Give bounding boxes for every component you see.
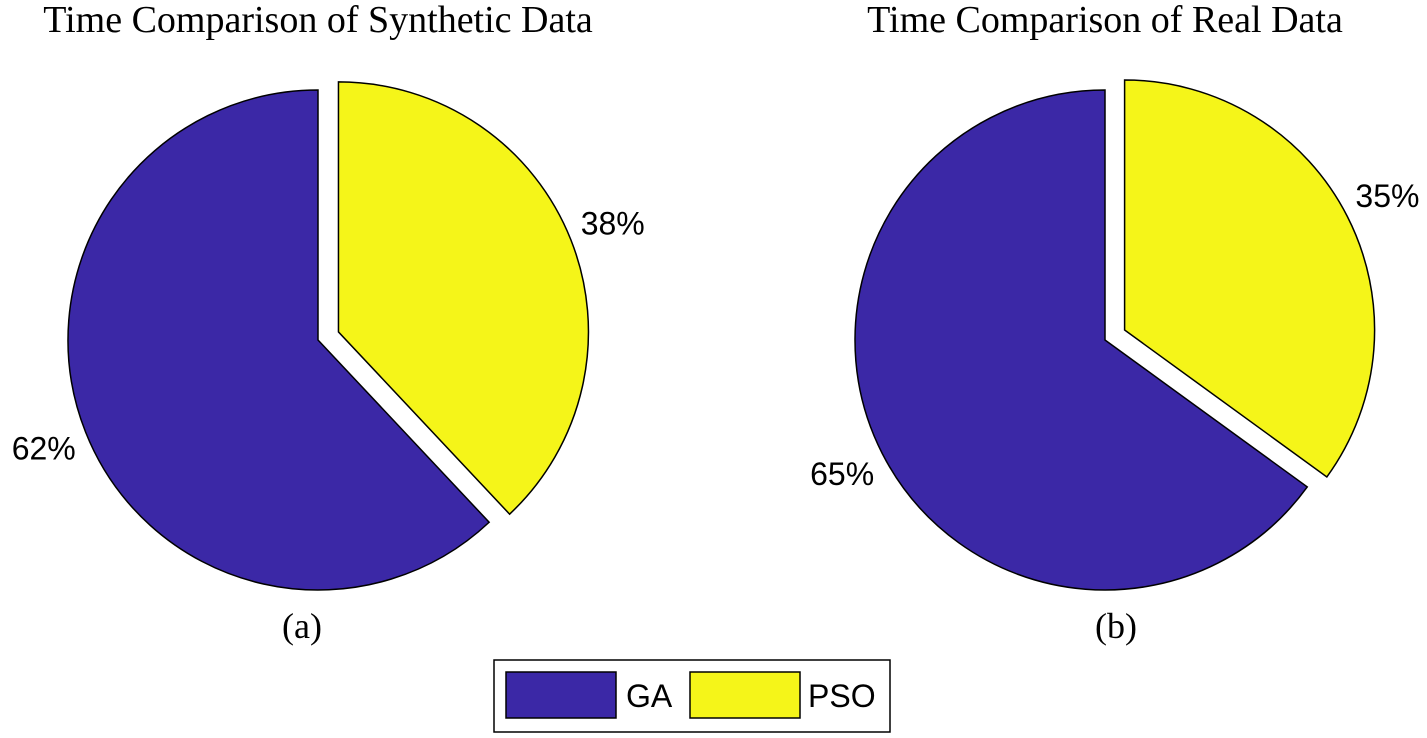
chart-b-caption: (b)	[1095, 606, 1137, 646]
pie-b: 35% 65%	[810, 79, 1419, 591]
legend-label-pso: PSO	[808, 678, 876, 714]
chart-a-caption: (a)	[282, 606, 322, 646]
legend-label-ga: GA	[626, 678, 673, 714]
chart-a-title: Time Comparison of Synthetic Data	[43, 0, 593, 41]
legend: GA PSO	[493, 659, 891, 733]
pie-b-slice-pso	[1123, 79, 1376, 479]
chart-b: Time Comparison of Real Data 35% 65% (b)	[810, 0, 1419, 646]
pie-b-slice-ga	[854, 89, 1309, 591]
pie-a-slice-ga	[67, 89, 491, 591]
legend-swatch-ga	[505, 671, 617, 719]
pie-b-label-ga: 65%	[810, 456, 874, 492]
pie-a-slice-pso	[337, 81, 590, 516]
pie-b-label-pso: 35%	[1355, 178, 1419, 214]
chart-b-title: Time Comparison of Real Data	[867, 0, 1343, 41]
pie-a-label-pso: 38%	[581, 205, 645, 241]
legend-swatch-pso	[689, 671, 801, 719]
pie-a-label-ga: 62%	[12, 431, 76, 467]
pie-a: 38% 62%	[12, 81, 645, 591]
chart-a: Time Comparison of Synthetic Data 38% 62%…	[12, 0, 645, 646]
